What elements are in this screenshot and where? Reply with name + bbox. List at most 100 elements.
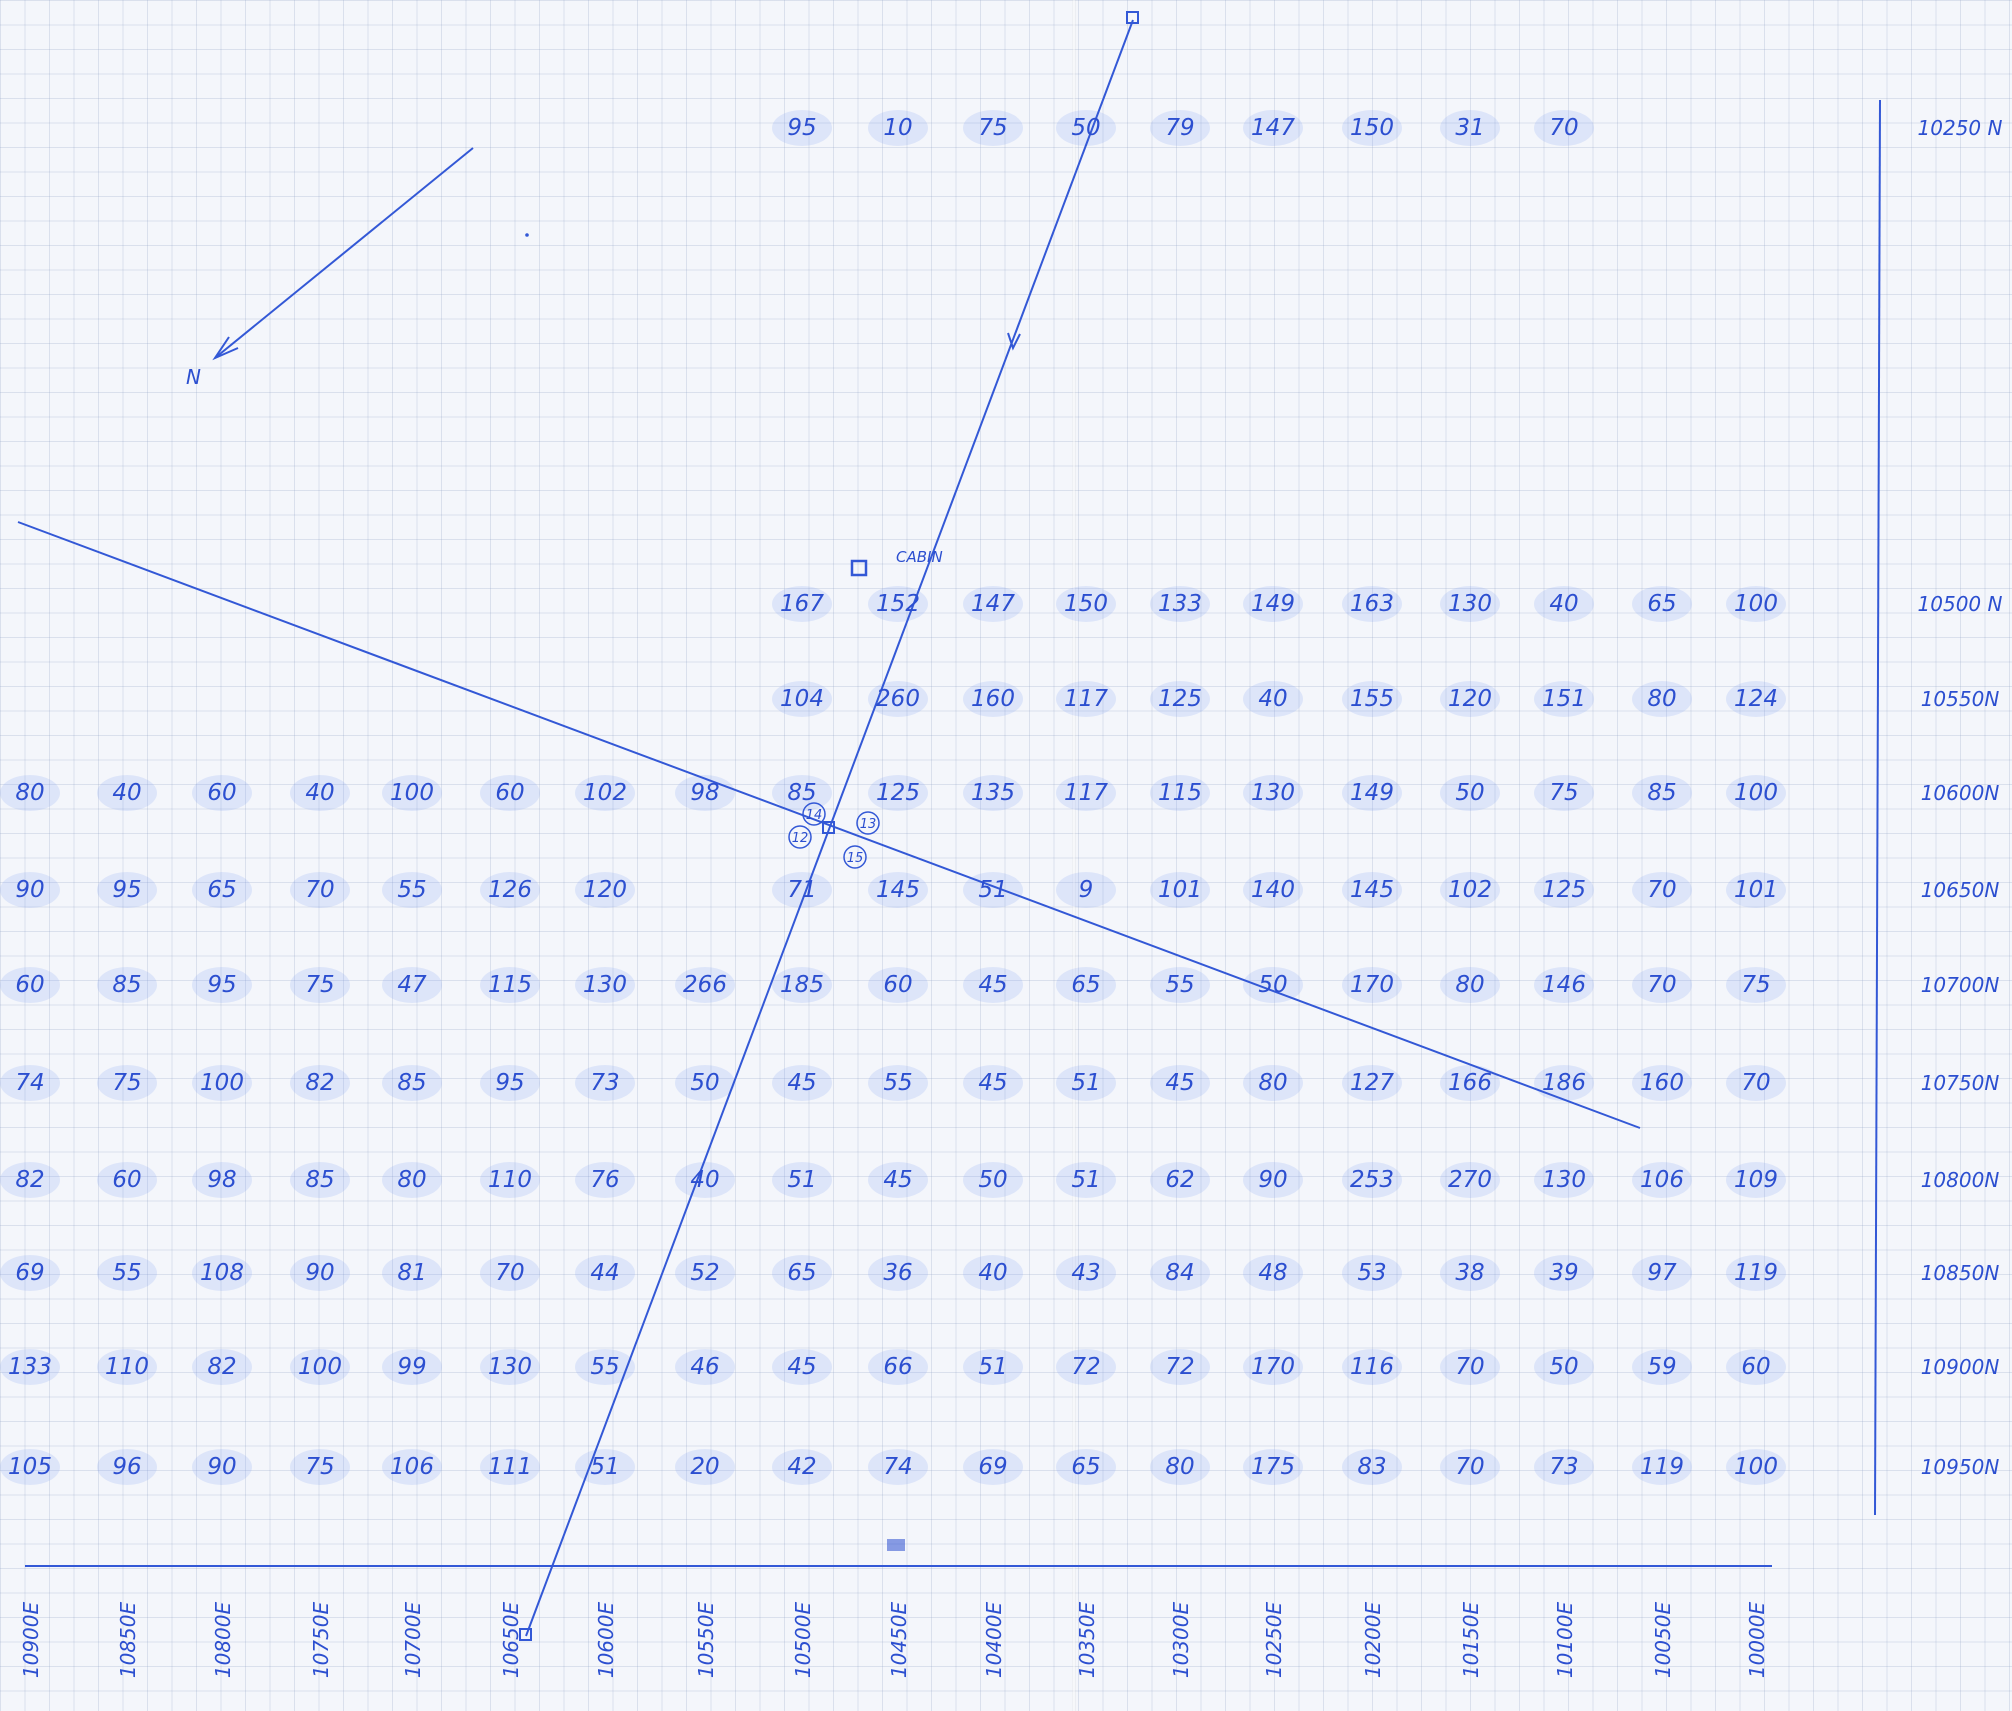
easting-label: 10500E (791, 1602, 815, 1679)
reading-halo (1440, 681, 1500, 717)
reading-value: 90 (1258, 1167, 1287, 1193)
reading-value: 100 (1734, 1454, 1778, 1480)
reading-halo (480, 967, 540, 1003)
reading-halo (1150, 586, 1210, 622)
reading-value: 45 (787, 1070, 816, 1096)
reading-value: 75 (305, 1454, 334, 1480)
easting-label: 10250E (1262, 1602, 1286, 1679)
reading-value: 31 (1455, 115, 1484, 141)
reading-halo (1440, 1449, 1500, 1485)
reading-value: 152 (876, 591, 920, 617)
reading-halo (1243, 967, 1303, 1003)
reading-value: 50 (978, 1167, 1007, 1193)
reading-halo (1632, 681, 1692, 717)
reading-halo (1056, 586, 1116, 622)
reading-value: 40 (112, 780, 141, 806)
reading-value: 74 (883, 1454, 912, 1480)
reading-halo (192, 1449, 252, 1485)
reading-value: 51 (1071, 1167, 1100, 1193)
reading-value: 60 (883, 972, 912, 998)
northing-label: 10850N (1921, 1261, 2000, 1285)
easting-label: 10600E (594, 1602, 618, 1679)
traverse-direction-arrow (1007, 332, 1021, 351)
reading-value: 70 (1455, 1454, 1484, 1480)
reading-value: 170 (1251, 1354, 1295, 1380)
reading-halo (382, 1162, 442, 1198)
easting-label: 10750E (309, 1602, 333, 1679)
reading-value: 75 (305, 972, 334, 998)
reading-value: 69 (978, 1454, 1007, 1480)
reading-halo (0, 1255, 60, 1291)
easting-label: 10150E (1459, 1602, 1483, 1679)
reading-halo (675, 1065, 735, 1101)
reading-halo (963, 1349, 1023, 1385)
reading-halo (1342, 586, 1402, 622)
reading-halo (1726, 586, 1786, 622)
reading-value: 82 (15, 1167, 44, 1193)
reading-halo (1726, 1162, 1786, 1198)
reading-value: 51 (787, 1167, 816, 1193)
reading-halo (1243, 110, 1303, 146)
reading-halo (1632, 872, 1692, 908)
reading-value: 65 (1071, 972, 1100, 998)
reading-value: 76 (590, 1167, 619, 1193)
reading-halo (97, 1449, 157, 1485)
reading-halo (1150, 872, 1210, 908)
reading-value: 101 (1734, 877, 1778, 903)
reading-halo (1150, 1255, 1210, 1291)
reading-value: 70 (1455, 1354, 1484, 1380)
reading-value: 60 (15, 972, 44, 998)
reading-value: 80 (397, 1167, 426, 1193)
reading-value: 135 (971, 780, 1015, 806)
reading-value: 130 (1542, 1167, 1586, 1193)
reading-value: 125 (1158, 686, 1202, 712)
reading-halo (772, 1349, 832, 1385)
station-12: 12 (788, 825, 812, 849)
northing-label: 10700N (1921, 973, 2000, 997)
paper-fold (1072, 0, 1076, 1711)
reading-value: 48 (1258, 1260, 1287, 1286)
reading-value: 166 (1448, 1070, 1492, 1096)
reading-value: 66 (883, 1354, 912, 1380)
reading-value: 110 (105, 1354, 149, 1380)
reading-halo (1056, 681, 1116, 717)
reading-value: 101 (1158, 877, 1202, 903)
reading-halo (1726, 872, 1786, 908)
reading-halo (772, 1255, 832, 1291)
reading-halo (1440, 775, 1500, 811)
easting-label: 10800E (211, 1602, 235, 1679)
reading-value: 80 (1455, 972, 1484, 998)
reading-value: 71 (787, 877, 816, 903)
reading-value: 70 (1549, 115, 1578, 141)
reading-value: 50 (1549, 1354, 1578, 1380)
reading-halo (1726, 967, 1786, 1003)
reading-value: 70 (1647, 972, 1676, 998)
reading-halo (1150, 775, 1210, 811)
reading-value: 62 (1165, 1167, 1194, 1193)
reading-value: 126 (488, 877, 532, 903)
reading-value: 150 (1064, 591, 1108, 617)
reading-halo (1150, 110, 1210, 146)
northing-label: 10500 N (1918, 592, 2003, 616)
reading-halo (1440, 1255, 1500, 1291)
reading-halo (290, 872, 350, 908)
reading-value: 98 (690, 780, 719, 806)
reading-halo (1632, 1449, 1692, 1485)
reading-halo (97, 1255, 157, 1291)
northing-label: 10550N (1921, 687, 2000, 711)
easting-label: 10000E (1745, 1602, 1769, 1679)
reading-halo (575, 1162, 635, 1198)
reading-halo (868, 1065, 928, 1101)
reading-value: 133 (8, 1354, 52, 1380)
reading-halo (1534, 1449, 1594, 1485)
reading-value: 75 (978, 115, 1007, 141)
reading-halo (1440, 967, 1500, 1003)
reading-halo (1632, 967, 1692, 1003)
reading-value: 44 (590, 1260, 619, 1286)
reading-value: 147 (1251, 115, 1295, 141)
reading-halo (1056, 1065, 1116, 1101)
reading-value: 106 (1640, 1167, 1684, 1193)
reading-halo (963, 775, 1023, 811)
reading-halo (963, 681, 1023, 717)
reading-value: 80 (15, 780, 44, 806)
